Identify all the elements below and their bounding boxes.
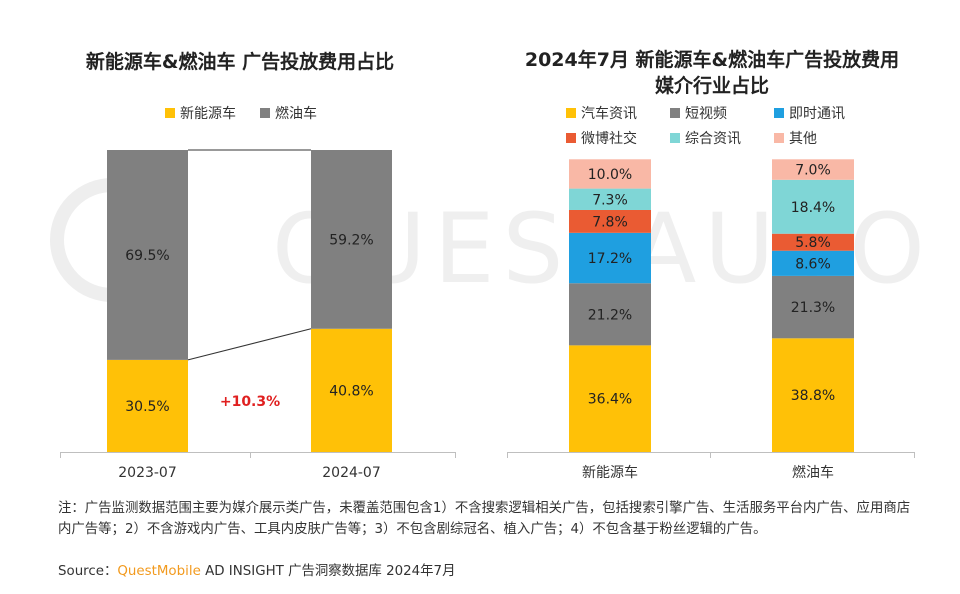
bar-segment	[772, 159, 854, 180]
data-label: 59.2%	[329, 232, 373, 248]
change-annotation: +10.3%	[220, 394, 280, 410]
bar-segment	[311, 328, 392, 452]
data-label: 21.3%	[791, 300, 835, 316]
bar-segment	[569, 283, 651, 346]
bar-segment	[772, 275, 854, 339]
bar-segment	[772, 250, 854, 276]
bar-segment	[569, 232, 651, 284]
legend-swatch	[260, 108, 270, 118]
data-label: 36.4%	[588, 392, 632, 408]
legend-label: 其他	[789, 131, 817, 147]
data-label: 21.2%	[588, 307, 632, 323]
legend-swatch	[566, 133, 576, 143]
legend-label: 燃油车	[275, 105, 317, 122]
legend-label: 短视频	[685, 106, 727, 122]
data-label: 5.8%	[795, 235, 831, 251]
chart-title-line: 2024年7月 新能源车&燃油车广告投放费用	[525, 48, 899, 71]
data-label: 17.2%	[588, 251, 632, 267]
bar-segment	[107, 150, 188, 360]
data-label: 10.0%	[588, 167, 632, 183]
legend-swatch	[774, 133, 784, 143]
legend-label: 新能源车	[180, 105, 236, 122]
x-tick-label: 燃油车	[792, 464, 834, 481]
footnote: 注：广告监测数据范围主要为媒介展示类广告，未覆盖范围包含1）不含搜索逻辑相关广告…	[58, 501, 911, 537]
source-rest: AD INSIGHT 广告洞察数据库 2024年7月	[200, 564, 456, 579]
bar-segment	[772, 233, 854, 251]
chart-title-line: 新能源车&燃油车 广告投放费用占比	[86, 50, 394, 73]
legend-label: 即时通讯	[789, 106, 845, 122]
data-label: 7.3%	[592, 192, 628, 208]
data-label: 40.8%	[329, 383, 373, 399]
x-tick-label: 2023-07	[118, 465, 177, 481]
bar-segment	[107, 359, 188, 452]
x-tick-label: 新能源车	[582, 464, 638, 481]
bar-segment	[772, 338, 854, 452]
legend-swatch	[670, 108, 680, 118]
source-brand: QuestMobile	[117, 564, 201, 579]
data-label: 30.5%	[125, 399, 169, 415]
data-label: 18.4%	[791, 200, 835, 216]
data-label: 8.6%	[795, 256, 831, 272]
legend-swatch	[566, 108, 576, 118]
connector-line	[187, 328, 312, 361]
bar-segment	[569, 159, 651, 189]
x-tick-label: 2024-07	[322, 465, 381, 481]
data-label: 38.8%	[791, 388, 835, 404]
data-label: 7.0%	[795, 163, 831, 179]
bar-segment	[311, 150, 392, 329]
data-label: 69.5%	[125, 248, 169, 264]
source-line: Source：QuestMobile AD INSIGHT 广告洞察数据库 20…	[58, 559, 455, 579]
legend-label: 汽车资讯	[581, 105, 637, 122]
legend-swatch	[165, 108, 175, 118]
bar-segment	[569, 188, 651, 210]
source-label: Source：	[58, 564, 118, 579]
bar-segment	[569, 209, 651, 233]
legend-swatch	[774, 108, 784, 118]
bar-segment	[569, 345, 651, 452]
chart-title-line: 媒介行业占比	[655, 74, 769, 97]
data-label: 7.8%	[592, 214, 628, 230]
legend-label: 综合资讯	[685, 131, 741, 147]
legend-label: 微博社交	[581, 130, 637, 147]
legend-swatch	[670, 133, 680, 143]
bar-segment	[772, 179, 854, 234]
